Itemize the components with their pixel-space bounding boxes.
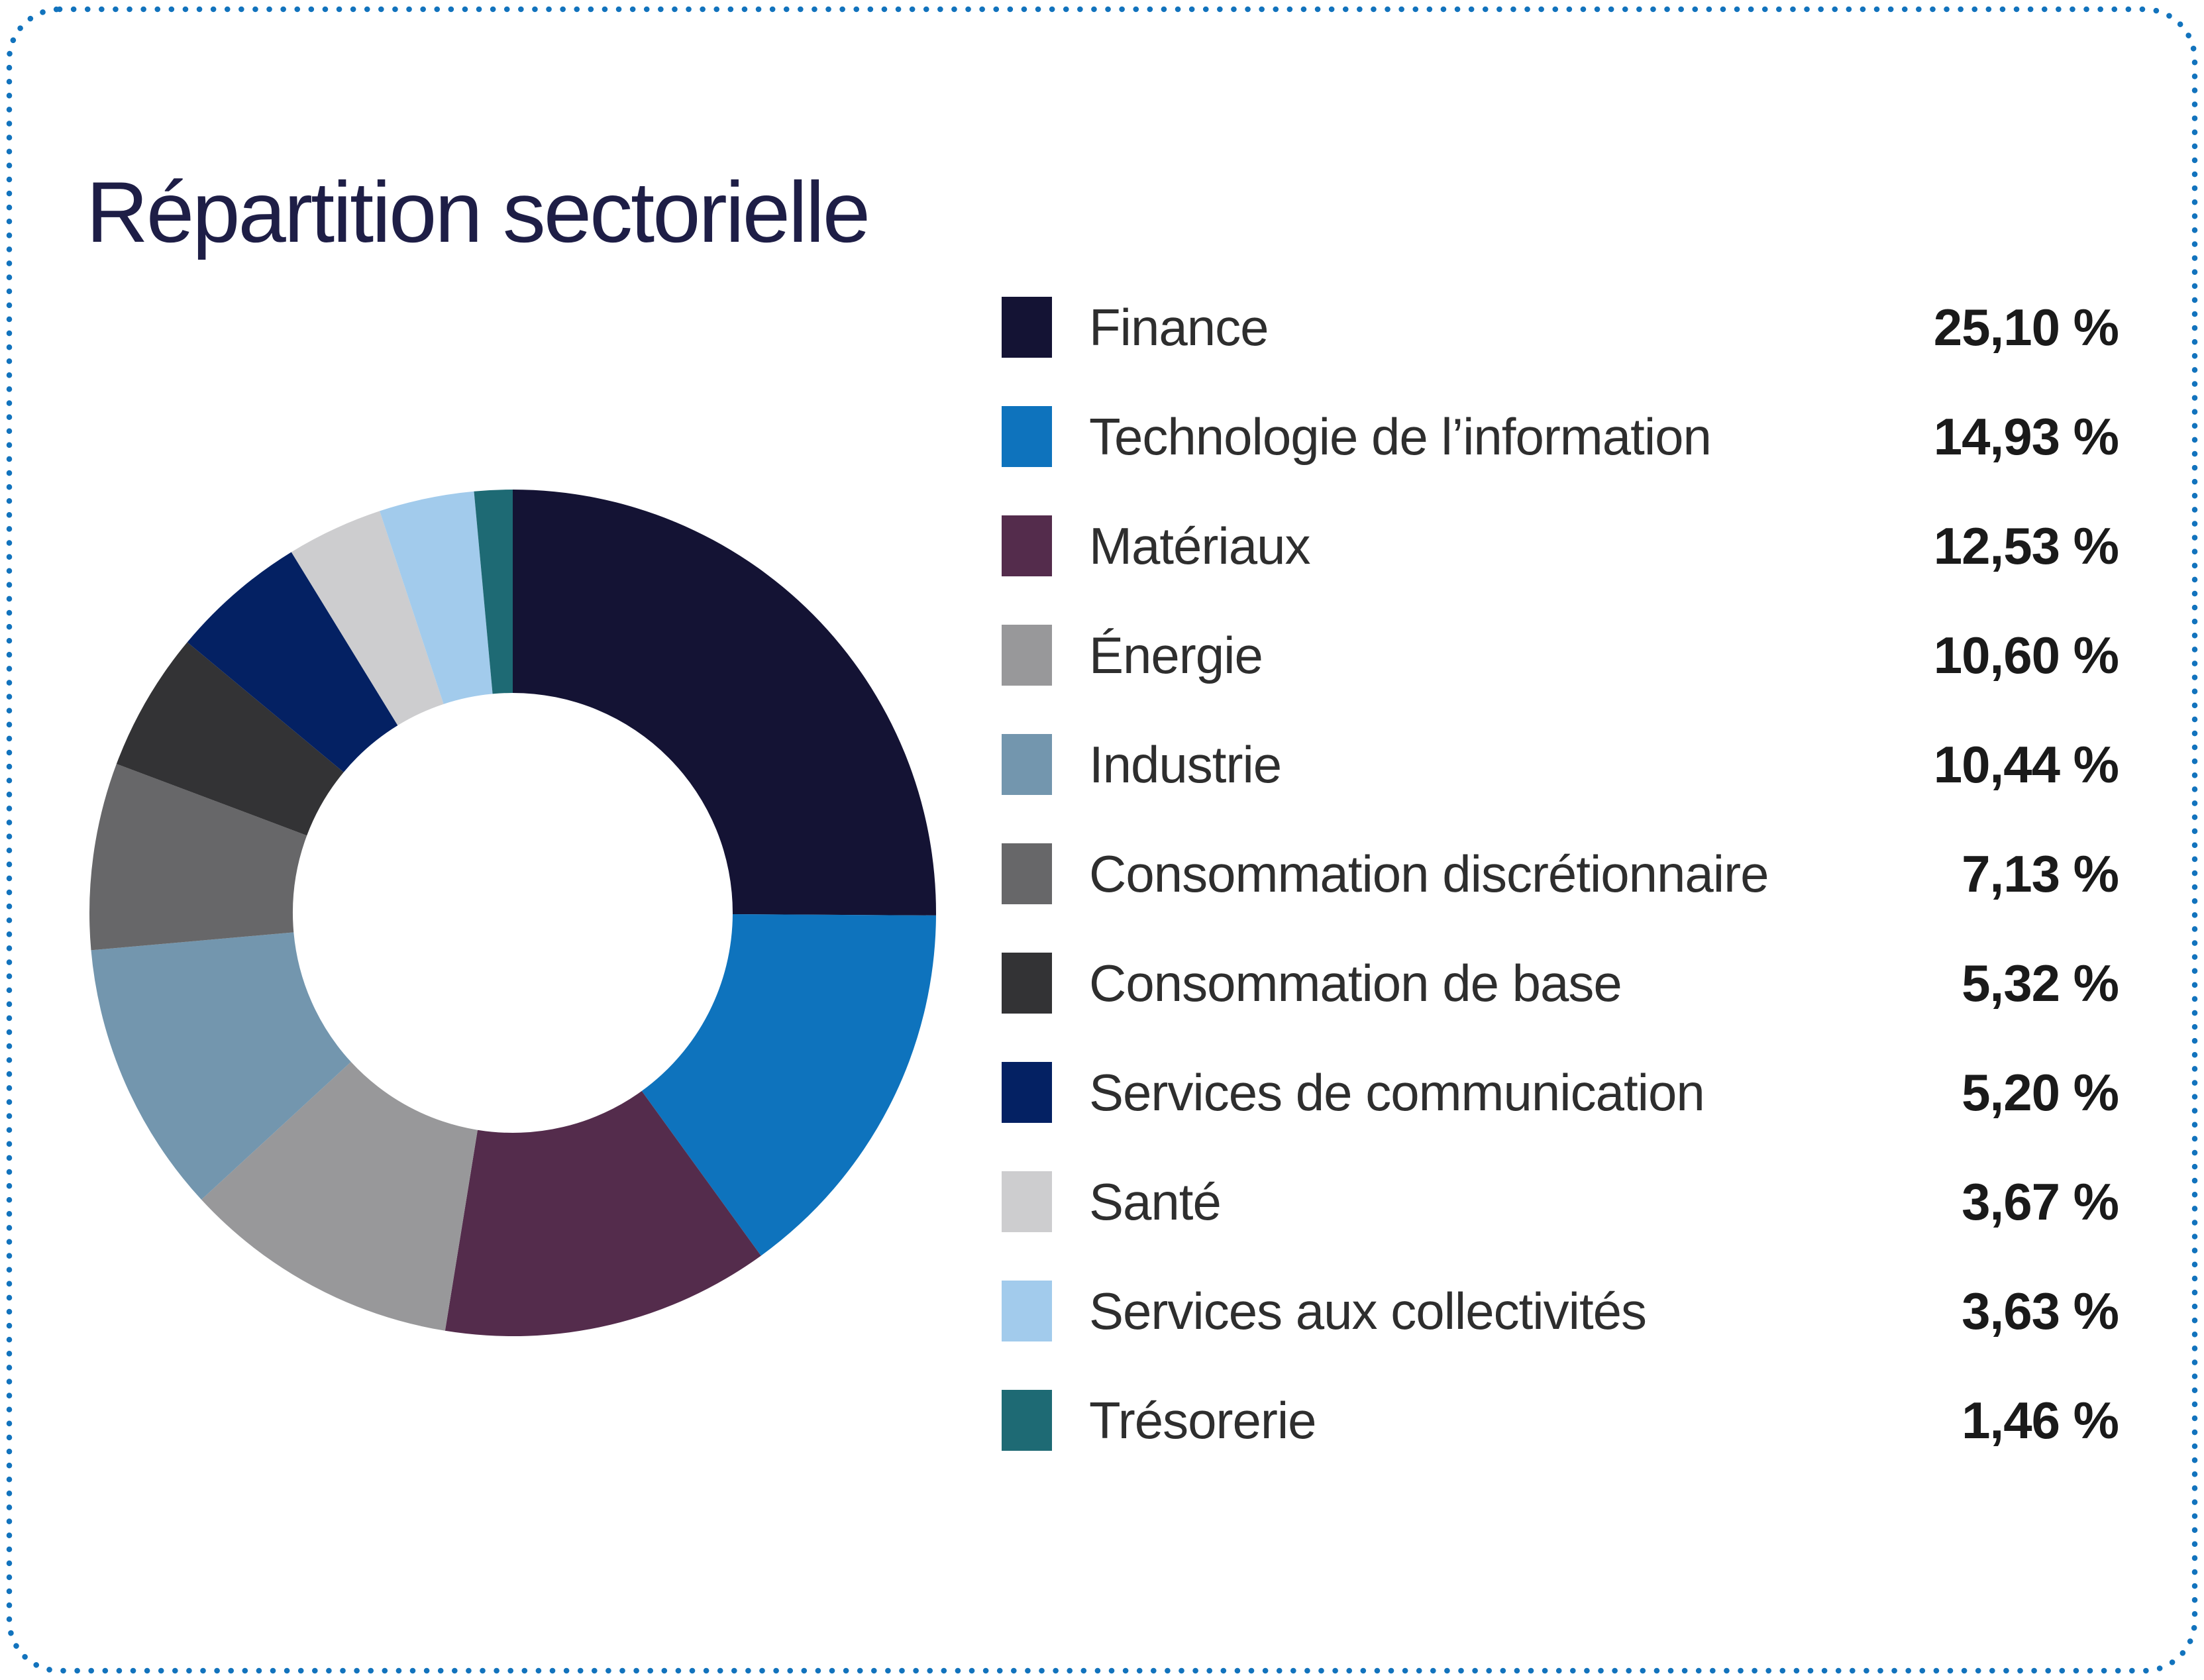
legend-label: Industrie <box>1089 735 1282 794</box>
donut-segment <box>116 642 344 836</box>
legend-row: Trésorerie 1,46 % <box>1002 1390 2119 1451</box>
legend-row: Services aux collectivités 3,63 % <box>1002 1281 2119 1341</box>
legend-color-swatch <box>1002 953 1052 1014</box>
legend-row: Consommation discrétionnaire 7,13 % <box>1002 843 2119 904</box>
sector-donut-chart <box>89 490 937 1337</box>
legend-value: 14,93 % <box>1933 407 2119 466</box>
legend-label: Consommation de base <box>1089 953 1622 1012</box>
legend-row: Consommation de base 5,32 % <box>1002 953 2119 1014</box>
legend-color-swatch <box>1002 843 1052 904</box>
legend-label: Santé <box>1089 1172 1222 1231</box>
legend-color-swatch <box>1002 1171 1052 1232</box>
legend-row: Énergie 10,60 % <box>1002 625 2119 686</box>
legend-value: 25,10 % <box>1933 297 2119 356</box>
legend-label: Finance <box>1089 297 1269 356</box>
legend-value: 5,20 % <box>1962 1063 2119 1122</box>
donut-segment <box>201 1061 478 1331</box>
donut-segment <box>474 490 513 694</box>
legend-color-swatch <box>1002 297 1052 358</box>
donut-segment <box>187 552 398 772</box>
legend-row: Finance 25,10 % <box>1002 297 2119 358</box>
legend-color-swatch <box>1002 1062 1052 1123</box>
legend-label: Services de communication <box>1089 1063 1705 1122</box>
legend-row: Services de communication 5,20 % <box>1002 1062 2119 1123</box>
legend: Finance 25,10 % Technologie de l’informa… <box>1002 297 2119 1451</box>
legend-color-swatch <box>1002 734 1052 795</box>
legend-label: Consommation discrétionnaire <box>1089 844 1769 903</box>
legend-row: Industrie 10,44 % <box>1002 734 2119 795</box>
donut-segment <box>641 914 936 1256</box>
legend-value: 10,44 % <box>1933 735 2119 794</box>
legend-value: 12,53 % <box>1933 516 2119 575</box>
donut-segment <box>380 491 493 704</box>
donut-segment <box>445 1090 761 1337</box>
legend-color-swatch <box>1002 1390 1052 1451</box>
donut-segment <box>91 932 351 1200</box>
legend-row: Matériaux 12,53 % <box>1002 515 2119 576</box>
donut-segment <box>89 764 307 951</box>
legend-label: Énergie <box>1089 625 1263 684</box>
legend-value: 1,46 % <box>1962 1391 2119 1449</box>
legend-value: 3,63 % <box>1962 1281 2119 1340</box>
legend-row: Santé 3,67 % <box>1002 1171 2119 1232</box>
donut-segment <box>291 511 444 726</box>
legend-value: 3,67 % <box>1962 1172 2119 1231</box>
legend-color-swatch <box>1002 625 1052 686</box>
donut-segment <box>513 490 937 916</box>
legend-value: 10,60 % <box>1933 625 2119 684</box>
legend-label: Matériaux <box>1089 516 1310 575</box>
legend-color-swatch <box>1002 406 1052 467</box>
legend-label: Trésorerie <box>1089 1391 1317 1449</box>
page-title: Répartition sectorielle <box>86 164 870 260</box>
legend-color-swatch <box>1002 1281 1052 1341</box>
legend-label: Services aux collectivités <box>1089 1281 1647 1340</box>
legend-value: 7,13 % <box>1962 844 2119 903</box>
legend-row: Technologie de l’information 14,93 % <box>1002 406 2119 467</box>
legend-value: 5,32 % <box>1962 953 2119 1012</box>
legend-color-swatch <box>1002 515 1052 576</box>
legend-label: Technologie de l’information <box>1089 407 1712 466</box>
